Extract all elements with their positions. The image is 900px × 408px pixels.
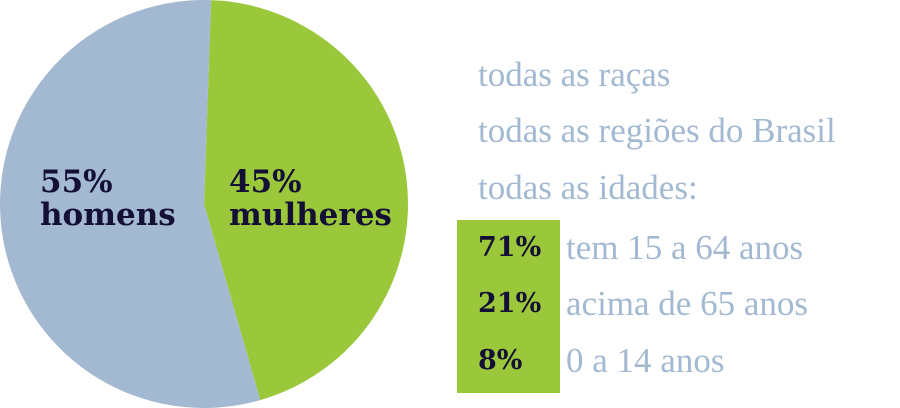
age-label: 0 a 14 anos [566,341,725,380]
age-pct: 71% [478,232,542,263]
age-label: acima de 65 anos [566,284,808,323]
slice-name: mulheres [229,197,392,233]
age-pct: 8% [478,345,523,376]
info-line-regioes: todas as regiões do Brasil [478,111,836,150]
slice-name: homens [40,197,176,233]
info-line-racas: todas as raças [478,55,671,94]
pie-slice-homens [0,0,261,408]
age-label: tem 15 a 64 anos [566,228,804,267]
slice-value: 45% [229,164,302,200]
age-pct: 21% [478,288,542,319]
slice-value: 55% [40,164,113,200]
info-line-idades: todas as idades: [478,168,698,207]
pie-chart [0,0,409,408]
slice-label-mulheres: 45% mulheres [229,166,392,232]
pie-slice-mulheres [204,0,409,401]
age-highlight-box [457,220,560,393]
slice-label-homens: 55% homens [40,166,176,232]
